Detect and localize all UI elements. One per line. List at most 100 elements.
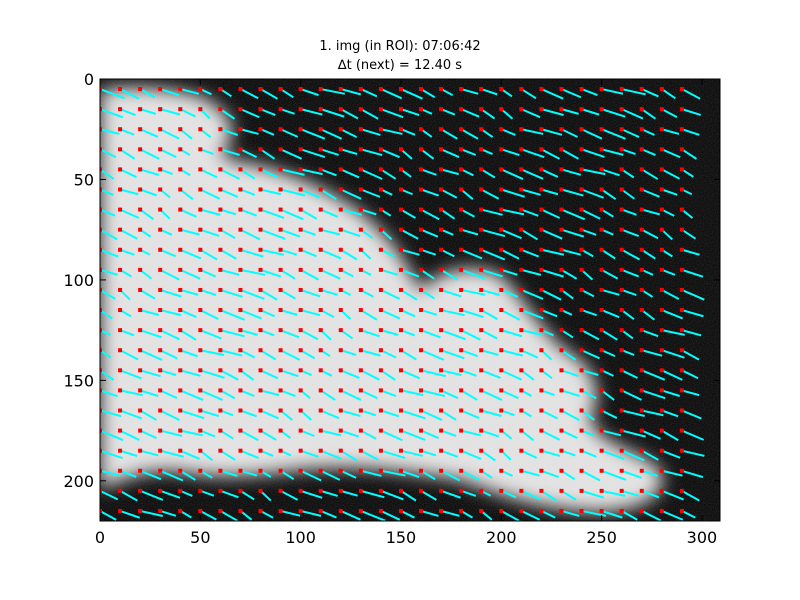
flow-vector <box>340 128 358 139</box>
vector-origin-marker <box>158 408 163 413</box>
flow-vector <box>380 489 404 501</box>
flow-vector <box>440 168 459 176</box>
vector-origin-marker <box>619 408 624 413</box>
flow-vector <box>641 489 660 499</box>
vector-origin-marker <box>479 267 484 272</box>
vector-origin-marker <box>479 127 484 132</box>
vector-origin-marker <box>298 227 303 232</box>
flow-vector <box>681 248 700 256</box>
y-tick-label: 150 <box>63 371 94 390</box>
vector-origin-marker <box>278 187 283 192</box>
flow-vector <box>641 88 659 98</box>
flow-vector <box>200 208 221 216</box>
vector-origin-marker <box>419 167 424 172</box>
vector-origin-marker <box>238 428 243 433</box>
vector-origin-marker <box>298 508 303 513</box>
vector-origin-marker <box>218 368 223 373</box>
vector-origin-marker <box>158 308 163 313</box>
vector-origin-marker <box>358 408 363 413</box>
vector-origin-marker <box>539 468 544 473</box>
x-tick-label: 100 <box>285 528 316 547</box>
flow-vector <box>661 349 685 359</box>
flow-vector <box>219 188 239 198</box>
flow-vector <box>561 248 581 256</box>
flow-vector <box>139 168 160 176</box>
flow-vector <box>440 148 460 158</box>
flow-vector <box>681 289 705 301</box>
flow-vector <box>400 268 420 278</box>
flow-vector <box>280 509 302 517</box>
vector-origin-marker <box>118 328 123 333</box>
flow-vector <box>581 228 597 236</box>
flow-vector <box>360 449 379 461</box>
vector-origin-marker <box>659 107 664 112</box>
flow-vector <box>239 349 256 359</box>
flow-vector <box>280 208 304 221</box>
flow-vector <box>380 389 397 398</box>
flow-vector <box>139 509 163 517</box>
flow-vector <box>360 208 377 216</box>
flow-vector <box>360 108 379 120</box>
vector-origin-marker <box>338 267 343 272</box>
flow-vector <box>119 248 135 256</box>
vector-origin-marker <box>238 167 243 172</box>
vector-origin-marker <box>338 147 343 152</box>
vector-origin-marker <box>158 167 163 172</box>
flow-vector <box>119 489 138 502</box>
vector-origin-marker <box>258 348 263 353</box>
flow-vector <box>360 289 374 298</box>
x-tick-label: 250 <box>586 528 617 547</box>
flow-vector <box>520 228 539 241</box>
vector-origin-marker <box>679 408 684 413</box>
vector-origin-marker <box>378 247 383 252</box>
flow-vector <box>601 268 619 280</box>
vector-origin-marker <box>100 348 102 353</box>
vector-origin-marker <box>519 167 524 172</box>
flow-vector <box>360 168 383 180</box>
vector-origin-marker <box>318 147 323 152</box>
vector-origin-marker <box>100 167 102 172</box>
vector-origin-marker <box>559 107 564 112</box>
flow-vector <box>139 88 156 99</box>
vector-origin-marker <box>258 448 263 453</box>
vector-origin-marker <box>439 207 444 212</box>
vector-origin-marker <box>499 508 504 513</box>
vector-origin-marker <box>559 127 564 132</box>
flow-vector <box>520 248 540 258</box>
vector-origin-marker <box>118 87 123 92</box>
flow-vector <box>260 369 279 380</box>
vector-origin-marker <box>100 207 102 212</box>
vector-origin-marker <box>358 247 363 252</box>
vector-origin-marker <box>378 468 383 473</box>
vector-origin-marker <box>579 348 584 353</box>
vector-origin-marker <box>358 428 363 433</box>
flow-vector <box>159 148 177 159</box>
flow-vector <box>340 268 354 278</box>
vector-origin-marker <box>278 368 283 373</box>
flow-vector <box>480 108 496 120</box>
vector-origin-marker <box>659 328 664 333</box>
flow-vector <box>540 490 557 502</box>
flow-vector <box>219 510 238 521</box>
flow-vector <box>561 509 580 517</box>
flow-vector <box>500 148 520 157</box>
flow-vector <box>380 510 401 521</box>
vector-origin-marker <box>479 448 484 453</box>
vector-origin-marker <box>278 408 283 413</box>
flow-vector <box>380 329 399 336</box>
vector-origin-marker <box>138 428 143 433</box>
vector-origin-marker <box>238 127 243 132</box>
y-tick-label: 0 <box>84 70 94 89</box>
vector-origin-marker <box>679 328 684 333</box>
flow-vector <box>240 268 266 276</box>
vector-origin-marker <box>639 107 644 112</box>
vector-origin-marker <box>539 127 544 132</box>
vector-origin-marker <box>178 267 183 272</box>
flow-vector <box>480 369 501 379</box>
vector-origin-marker <box>178 508 183 513</box>
flow-vector <box>661 429 679 442</box>
vector-origin-marker <box>539 207 544 212</box>
flow-vector <box>621 389 642 401</box>
flow-vector <box>159 88 180 97</box>
vector-origin-marker <box>278 508 283 513</box>
